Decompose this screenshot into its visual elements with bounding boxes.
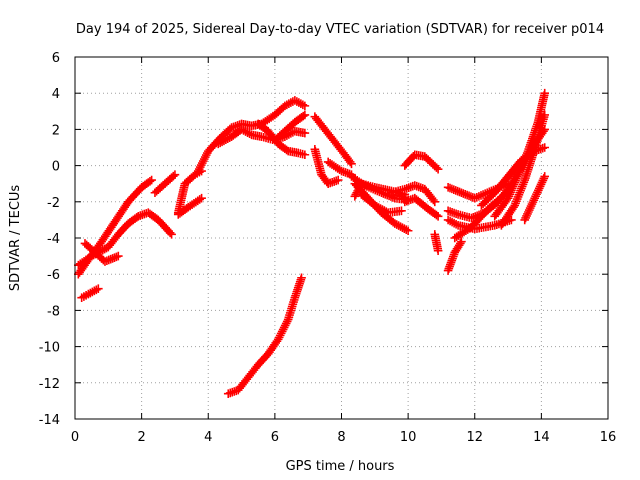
data-point bbox=[300, 110, 310, 120]
data-point bbox=[397, 206, 406, 216]
data-point bbox=[297, 273, 306, 283]
x-tick-label: 10 bbox=[400, 430, 417, 445]
data-point bbox=[300, 150, 310, 160]
y-tick-label: -14 bbox=[39, 413, 60, 428]
y-tick-label: 4 bbox=[52, 87, 60, 102]
data-point bbox=[167, 230, 176, 239]
series-track-v bbox=[400, 150, 443, 174]
data-point bbox=[94, 284, 103, 293]
x-tick-labels: 0 2 4 6 8 10 12 14 16 bbox=[71, 430, 616, 445]
data-point bbox=[170, 170, 180, 179]
plot-frame bbox=[74, 56, 609, 420]
y-tick-label: 0 bbox=[52, 160, 60, 175]
data-point bbox=[433, 164, 443, 174]
data-point bbox=[540, 88, 550, 98]
data-point bbox=[300, 128, 310, 138]
data-point bbox=[430, 197, 440, 207]
series-track-g bbox=[173, 193, 206, 219]
x-tick-label: 8 bbox=[337, 430, 345, 445]
x-tick-label: 0 bbox=[71, 430, 79, 445]
data-point bbox=[540, 125, 550, 134]
series-track-o bbox=[323, 157, 356, 179]
series-track-ad bbox=[497, 110, 550, 230]
data-point bbox=[333, 175, 343, 185]
series-track-n bbox=[310, 145, 343, 188]
y-tick-label: -6 bbox=[47, 268, 60, 283]
y-tick-labels: -14 -12 -10 -8 -6 -4 -2 0 2 4 6 bbox=[39, 51, 60, 428]
data-point bbox=[300, 101, 310, 111]
x-tick-label: 6 bbox=[271, 430, 279, 445]
series-track-c bbox=[77, 284, 103, 303]
series-track-m bbox=[310, 112, 356, 169]
grid-lines bbox=[75, 57, 608, 419]
x-tick-label: 2 bbox=[137, 430, 145, 445]
x-tick-label: 14 bbox=[533, 430, 550, 445]
series-track-d bbox=[80, 239, 123, 266]
data-point bbox=[433, 246, 443, 255]
series-track-l bbox=[223, 273, 306, 398]
series-track-i bbox=[213, 110, 310, 149]
x-tick-label: 4 bbox=[204, 430, 212, 445]
y-tick-label: -12 bbox=[39, 377, 60, 392]
data-point bbox=[147, 175, 156, 185]
series-track-aa bbox=[443, 237, 466, 275]
series-track-ab bbox=[450, 190, 510, 243]
series-track-u bbox=[400, 193, 443, 221]
data-point bbox=[457, 237, 466, 246]
series-track-b bbox=[74, 208, 176, 270]
data-point bbox=[114, 251, 123, 261]
data-point bbox=[540, 110, 550, 120]
data-point bbox=[403, 226, 413, 236]
series-track-h bbox=[193, 96, 310, 176]
x-tick-label: 12 bbox=[466, 430, 483, 445]
data-point bbox=[540, 172, 550, 181]
y-tick-label: -4 bbox=[47, 232, 60, 247]
series-track-ag bbox=[497, 125, 550, 203]
y-tick-label: 2 bbox=[52, 123, 60, 138]
series-track-t bbox=[387, 181, 440, 207]
chart-title: Day 194 of 2025, Sidereal Day-to-day VTE… bbox=[76, 22, 604, 37]
series-track-s bbox=[357, 190, 406, 217]
y-axis-label: SDTVAR / TECUs bbox=[8, 185, 23, 292]
series-track-e bbox=[150, 170, 180, 198]
y-tick-label: -8 bbox=[47, 304, 60, 319]
series-track-a bbox=[74, 175, 156, 279]
data-points bbox=[74, 88, 550, 398]
data-point bbox=[347, 159, 356, 169]
y-tick-label: 6 bbox=[52, 51, 60, 66]
series-track-k bbox=[270, 126, 310, 145]
x-tick-label: 16 bbox=[600, 430, 617, 445]
data-point bbox=[540, 143, 550, 152]
series-track-af bbox=[520, 172, 550, 225]
data-point bbox=[433, 211, 443, 221]
data-point bbox=[197, 193, 206, 203]
series-track-w bbox=[430, 230, 443, 255]
y-tick-label: -10 bbox=[39, 341, 60, 356]
x-axis-label: GPS time / hours bbox=[286, 459, 395, 474]
y-tick-label: -2 bbox=[47, 196, 60, 211]
